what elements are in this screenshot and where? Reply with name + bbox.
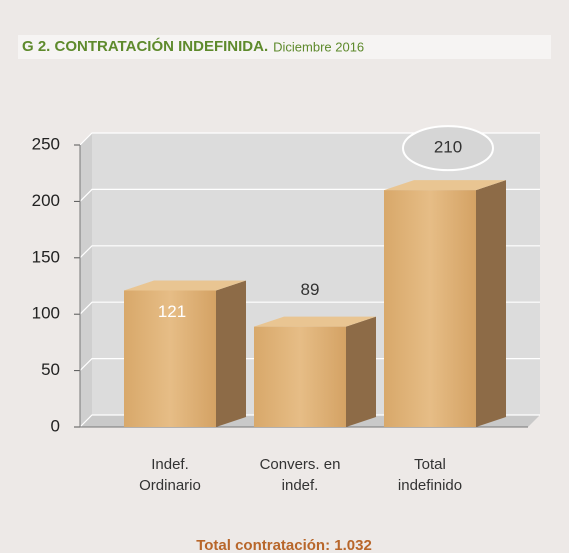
label-bubble [402,125,494,172]
value-label: 121 [158,302,186,321]
bar-top [254,316,376,327]
side-wall [80,133,92,427]
x-tick-label: Indef. Ordinario [139,456,201,494]
bar-front [384,190,476,427]
value-label: 89 [301,280,320,299]
x-tick-label: Total indefinido [397,456,463,494]
chart-title: G 2. CONTRATACIÓN INDEFINIDA. [22,37,268,55]
y-tick-label: 200 [32,191,60,210]
bar [384,180,506,427]
bar-front [124,290,216,427]
grid-line [79,132,540,146]
bar-side [346,316,376,427]
value-label: 210 [434,138,462,157]
y-tick-label: 0 [51,416,60,435]
y-tick-label: 100 [32,304,60,323]
footer: Total contratación: 1.032 [196,537,372,553]
title-bar [18,35,551,59]
y-tick-label: 250 [32,134,60,153]
y-tick-label: 150 [32,247,60,266]
bar [124,280,246,427]
bar-top [384,180,506,191]
chart-subtitle: Diciembre 2016 [273,39,364,54]
bar [254,316,376,427]
y-tick-label: 50 [41,360,60,379]
bar-side [476,180,506,427]
bar-front [254,326,346,427]
bar-top [124,280,246,291]
bar-side [216,280,246,427]
x-tick-label: Convers. en indef. [259,456,341,494]
